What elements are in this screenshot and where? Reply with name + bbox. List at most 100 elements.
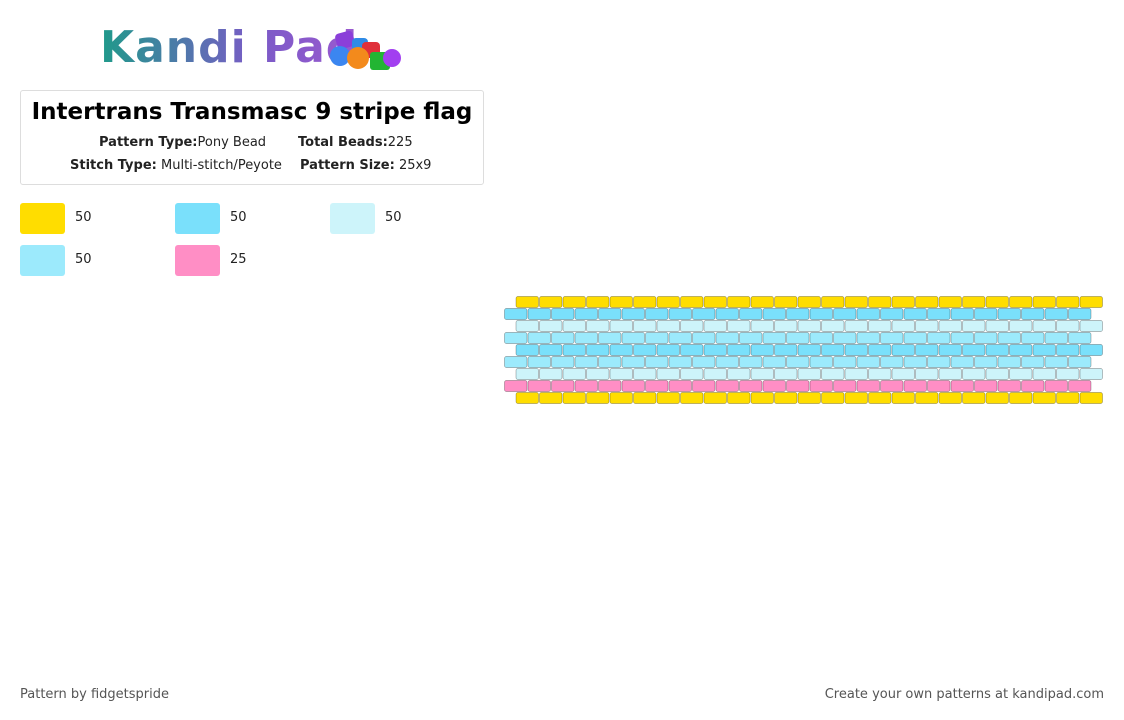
bead — [985, 296, 1009, 308]
bead — [1021, 308, 1045, 320]
logo[interactable]: Kandi Pad — [100, 22, 359, 73]
bead — [844, 368, 868, 380]
bead — [586, 392, 610, 404]
bead — [915, 296, 939, 308]
credit: Pattern by fidgetspride — [20, 687, 169, 702]
bead — [868, 368, 892, 380]
bead — [927, 332, 951, 344]
bead — [504, 332, 528, 344]
bead — [950, 308, 974, 320]
bead — [551, 356, 575, 368]
bead — [598, 332, 622, 344]
bead — [974, 308, 998, 320]
bead — [997, 380, 1021, 392]
bead — [915, 392, 939, 404]
bead — [997, 308, 1021, 320]
bead — [645, 332, 669, 344]
bead — [633, 296, 657, 308]
bead — [586, 320, 610, 332]
bead — [1032, 344, 1056, 356]
value: 25x9 — [398, 158, 432, 173]
bead — [586, 368, 610, 380]
bead-count: 50 — [75, 252, 92, 267]
bead — [1009, 320, 1033, 332]
bead — [1044, 308, 1068, 320]
label: Stitch Type: — [70, 158, 157, 173]
bead — [715, 356, 739, 368]
bead — [903, 308, 927, 320]
bead — [586, 296, 610, 308]
promo[interactable]: Create your own patterns at kandipad.com — [824, 687, 1104, 702]
bead — [809, 356, 833, 368]
bead — [1044, 332, 1068, 344]
bead — [1032, 392, 1056, 404]
swatch — [330, 203, 375, 234]
bead — [833, 356, 857, 368]
bead — [727, 392, 751, 404]
bead — [1021, 332, 1045, 344]
label: Pattern Size: — [300, 158, 395, 173]
bead — [551, 380, 575, 392]
bead — [962, 320, 986, 332]
bead — [856, 356, 880, 368]
bead — [797, 296, 821, 308]
bead — [891, 344, 915, 356]
bead — [750, 392, 774, 404]
bead — [727, 368, 751, 380]
bead — [539, 296, 563, 308]
bead — [750, 296, 774, 308]
bead — [880, 356, 904, 368]
bead — [1079, 368, 1103, 380]
bead — [574, 356, 598, 368]
bead-count: 50 — [230, 210, 247, 225]
bead — [786, 356, 810, 368]
bead — [1056, 344, 1080, 356]
bead — [739, 308, 763, 320]
bead — [927, 308, 951, 320]
bead — [715, 380, 739, 392]
bead — [997, 356, 1021, 368]
bead — [750, 368, 774, 380]
bead — [515, 392, 539, 404]
bead — [809, 308, 833, 320]
bead — [515, 296, 539, 308]
bead — [692, 356, 716, 368]
bead — [974, 380, 998, 392]
bead — [774, 368, 798, 380]
bead-count: 50 — [75, 210, 92, 225]
bead — [985, 320, 1009, 332]
bead — [786, 380, 810, 392]
value: Pony Bead — [197, 135, 267, 150]
bead — [715, 308, 739, 320]
bead — [774, 320, 798, 332]
bead — [1032, 320, 1056, 332]
bead — [1056, 296, 1080, 308]
swatch — [20, 203, 65, 234]
value: 225 — [387, 135, 413, 150]
bead — [504, 308, 528, 320]
bead — [727, 296, 751, 308]
bead — [515, 368, 539, 380]
bead — [903, 356, 927, 368]
bead — [1009, 344, 1033, 356]
bead — [915, 344, 939, 356]
bead — [774, 296, 798, 308]
bead — [821, 368, 845, 380]
bead — [1021, 380, 1045, 392]
bead — [962, 296, 986, 308]
bead — [621, 308, 645, 320]
bead — [1032, 368, 1056, 380]
bead — [797, 368, 821, 380]
bead — [739, 356, 763, 368]
bead — [997, 332, 1021, 344]
bead — [1079, 296, 1103, 308]
bead — [668, 380, 692, 392]
bead — [598, 308, 622, 320]
bead — [609, 392, 633, 404]
bead — [574, 308, 598, 320]
bead — [880, 332, 904, 344]
bead — [762, 356, 786, 368]
bead — [880, 380, 904, 392]
bead — [539, 344, 563, 356]
bead — [891, 320, 915, 332]
